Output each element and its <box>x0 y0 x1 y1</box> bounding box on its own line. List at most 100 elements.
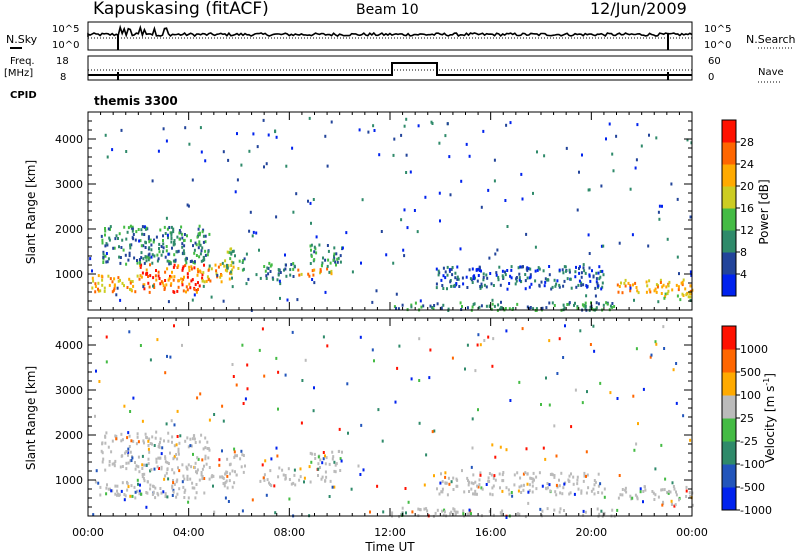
data-cell <box>429 348 432 352</box>
data-cell <box>601 269 604 273</box>
data-cell <box>309 201 312 205</box>
data-cell <box>175 443 178 447</box>
data-cell <box>125 150 128 153</box>
data-cell <box>186 272 189 276</box>
data-cell <box>588 274 591 278</box>
data-cell <box>200 259 203 263</box>
data-cell <box>599 275 602 279</box>
data-cell <box>470 512 472 516</box>
data-cell <box>518 272 521 276</box>
data-cell <box>251 234 254 238</box>
data-cell <box>470 487 473 491</box>
data-cell <box>140 251 143 255</box>
data-cell <box>266 478 269 482</box>
data-cell <box>554 490 557 494</box>
data-cell <box>509 274 512 278</box>
data-cell <box>176 457 179 461</box>
data-cell <box>97 281 100 285</box>
data-cell <box>286 298 289 302</box>
data-cell <box>172 243 175 247</box>
data-cell <box>183 252 186 256</box>
data-cell <box>499 307 502 311</box>
data-cell <box>189 239 192 243</box>
data-cell <box>173 324 175 328</box>
data-cell <box>263 473 266 477</box>
data-cell <box>359 335 362 339</box>
data-cell <box>265 162 268 166</box>
data-cell <box>148 437 151 441</box>
data-cell <box>483 283 486 287</box>
data-cell <box>169 262 172 266</box>
data-cell <box>428 376 431 380</box>
data-cell <box>468 508 471 512</box>
data-cell <box>629 187 632 191</box>
data-cell <box>161 446 164 450</box>
data-cell <box>227 500 230 503</box>
data-cell <box>480 269 482 273</box>
data-cell <box>165 216 168 220</box>
data-cell <box>502 471 505 474</box>
data-cell <box>185 285 188 289</box>
data-cell <box>682 414 685 418</box>
data-cell <box>519 280 522 284</box>
data-cell <box>144 255 147 259</box>
data-cell <box>597 472 600 476</box>
data-cell <box>524 273 527 276</box>
data-cell <box>587 486 590 490</box>
data-cell <box>654 287 657 291</box>
data-cell <box>154 486 157 490</box>
data-cell <box>441 284 444 287</box>
data-cell <box>134 290 137 294</box>
data-cell <box>190 279 193 283</box>
data-cell <box>202 240 205 244</box>
data-cell <box>202 271 205 275</box>
data-cell <box>591 307 593 310</box>
data-cell <box>632 394 635 398</box>
data-cell <box>486 276 489 280</box>
data-cell <box>107 445 110 449</box>
data-cell <box>136 274 139 278</box>
data-cell <box>441 509 444 513</box>
data-cell <box>328 495 331 498</box>
data-cell <box>676 294 679 298</box>
data-cell <box>142 476 145 480</box>
data-cell <box>269 469 272 473</box>
data-cell <box>451 266 454 269</box>
data-cell <box>532 191 534 195</box>
range-tick-label: 2000 <box>55 429 83 442</box>
data-cell <box>226 269 229 273</box>
data-cell <box>501 274 504 278</box>
data-cell <box>184 258 187 262</box>
data-cell <box>613 305 616 308</box>
data-cell <box>191 437 194 441</box>
data-cell <box>582 266 585 270</box>
data-cell <box>508 282 511 285</box>
data-cell <box>433 429 436 433</box>
data-cell <box>194 283 197 286</box>
data-cell <box>114 237 117 241</box>
time-tick-label: 00:00 <box>72 526 104 539</box>
data-cell <box>689 438 692 442</box>
data-cell <box>288 478 291 481</box>
data-cell <box>156 338 159 342</box>
range-tick-label: 4000 <box>55 133 83 146</box>
data-cell <box>460 179 463 183</box>
data-cell <box>172 265 175 269</box>
velocity-ylabel: Slant Range [km] <box>24 366 38 470</box>
data-cell <box>595 277 598 281</box>
data-cell <box>468 490 470 493</box>
data-cell <box>529 267 532 271</box>
data-cell <box>373 129 376 132</box>
data-cell <box>331 485 334 489</box>
data-cell <box>576 478 579 482</box>
data-cell <box>616 508 619 512</box>
data-cell <box>139 265 142 269</box>
data-cell <box>559 491 562 495</box>
data-cell <box>117 237 119 240</box>
data-cell <box>474 369 477 373</box>
data-cell <box>598 265 601 269</box>
data-cell <box>435 267 438 271</box>
data-cell <box>311 278 314 281</box>
data-cell <box>177 452 180 456</box>
data-cell <box>675 401 678 405</box>
